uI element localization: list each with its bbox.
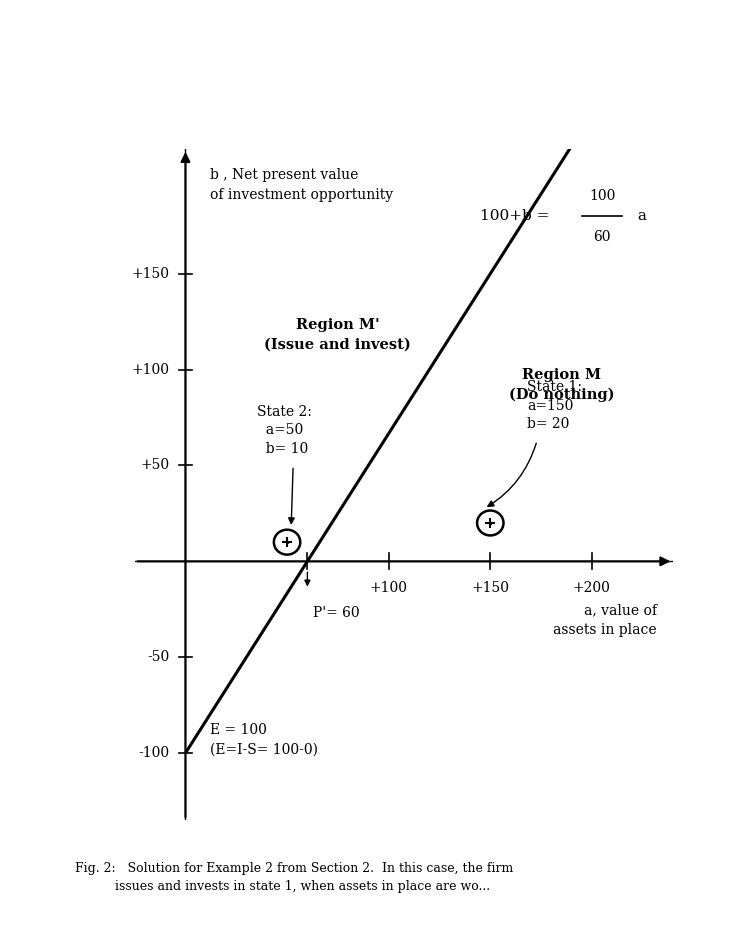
Text: E = 100
(E=I-S= 100-0): E = 100 (E=I-S= 100-0) — [210, 723, 318, 757]
Text: b , Net present value
of investment opportunity: b , Net present value of investment oppo… — [210, 169, 393, 202]
Text: 100: 100 — [589, 189, 616, 203]
Text: -50: -50 — [147, 651, 169, 665]
Text: P'= 60: P'= 60 — [313, 606, 360, 620]
Text: +200: +200 — [573, 582, 611, 596]
Text: Region M'
(Issue and invest): Region M' (Issue and invest) — [265, 319, 411, 352]
Text: 100+b =: 100+b = — [480, 209, 554, 224]
Text: State 2:
  a=50
  b= 10: State 2: a=50 b= 10 — [257, 405, 311, 456]
Text: 60: 60 — [593, 229, 611, 243]
Text: +150: +150 — [132, 267, 169, 281]
Circle shape — [274, 529, 300, 555]
Text: +100: +100 — [370, 582, 408, 596]
Text: Region M
(Do nothing): Region M (Do nothing) — [509, 368, 614, 402]
Text: State 1:
a=150
b= 20: State 1: a=150 b= 20 — [527, 380, 582, 431]
Text: a, value of
assets in place: a, value of assets in place — [554, 604, 657, 637]
Text: +150: +150 — [471, 582, 509, 596]
Text: +50: +50 — [140, 459, 169, 473]
Text: a: a — [633, 209, 646, 224]
Text: Fig. 2:   Solution for Example 2 from Section 2.  In this case, the firm
       : Fig. 2: Solution for Example 2 from Sect… — [75, 862, 513, 893]
Text: +100: +100 — [132, 363, 169, 377]
Circle shape — [477, 511, 503, 536]
Text: -100: -100 — [138, 746, 169, 761]
